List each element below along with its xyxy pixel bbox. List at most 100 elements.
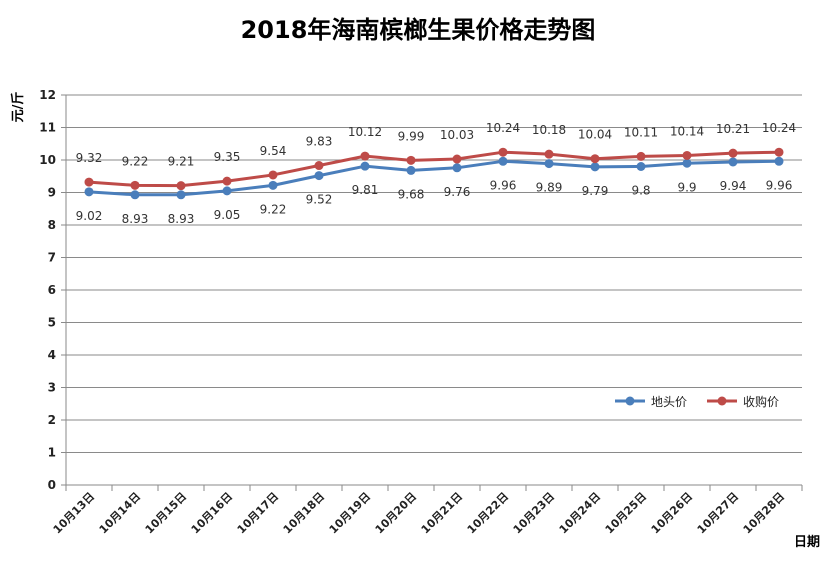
data-label: 10.03 (440, 128, 474, 142)
data-label: 9.99 (398, 129, 425, 143)
data-point (314, 161, 324, 171)
data-point (544, 149, 554, 159)
data-point (268, 170, 278, 180)
legend-marker (717, 396, 727, 406)
data-label: 9.9 (677, 180, 696, 194)
data-label: 9.96 (490, 178, 517, 192)
x-tick-label: 10月17日 (235, 490, 281, 536)
data-label: 10.18 (532, 123, 566, 137)
data-point (682, 150, 692, 160)
legend-marker (625, 396, 635, 406)
x-tick-label: 10月15日 (143, 490, 189, 536)
series-line (87, 150, 781, 188)
x-tick-label: 10月19日 (327, 490, 373, 536)
x-tick-label: 10月18日 (281, 490, 327, 536)
data-point (130, 190, 140, 200)
y-tick-label: 6 (48, 283, 56, 297)
data-point (774, 156, 784, 166)
gridlines (66, 94, 802, 486)
data-point (498, 147, 508, 157)
x-axis-title: 日期 (794, 535, 820, 550)
y-tick-label: 7 (48, 251, 56, 265)
data-label: 10.24 (486, 121, 520, 135)
y-tick-label: 2 (48, 413, 56, 427)
data-label: 9.89 (536, 181, 563, 195)
data-label: 9.35 (214, 150, 241, 164)
y-tick-label: 1 (48, 446, 56, 460)
series-lines (84, 147, 784, 200)
data-label: 10.04 (578, 128, 612, 142)
y-tick-label: 5 (48, 316, 56, 330)
y-tick-label: 3 (48, 381, 56, 395)
data-label: 10.11 (624, 125, 658, 139)
x-tick-label: 10月23日 (511, 490, 557, 536)
data-point (498, 156, 508, 166)
data-label: 9.05 (214, 208, 241, 222)
x-tick-label: 10月21日 (419, 490, 465, 536)
x-tick-label: 10月22日 (465, 490, 511, 536)
x-tick-label: 10月25日 (603, 490, 649, 536)
data-label: 8.93 (122, 212, 149, 226)
data-label: 9.54 (260, 144, 287, 158)
legend: 地头价 收购价 (615, 394, 779, 409)
x-tick-label: 10月24日 (557, 490, 603, 536)
data-label: 9.83 (306, 135, 333, 149)
y-tick-label: 9 (48, 186, 56, 200)
data-label: 9.32 (76, 151, 103, 165)
data-label: 8.93 (168, 212, 195, 226)
x-tick-label: 10月26日 (649, 490, 695, 536)
data-label: 9.8 (631, 184, 650, 198)
x-tick-label: 10月14日 (97, 490, 143, 536)
data-point (452, 163, 462, 173)
data-point (774, 147, 784, 157)
data-point (268, 180, 278, 190)
data-label: 9.81 (352, 183, 379, 197)
data-label: 9.02 (76, 209, 103, 223)
data-label: 9.22 (260, 202, 287, 216)
data-point (452, 154, 462, 164)
data-label: 10.21 (716, 122, 750, 136)
data-point (636, 162, 646, 171)
data-point (590, 162, 600, 172)
data-label: 9.96 (766, 178, 793, 192)
y-tick-label: 8 (48, 218, 56, 232)
y-tick-label: 12 (39, 88, 56, 102)
data-label: 9.22 (122, 154, 149, 168)
data-point (406, 165, 416, 175)
x-tick-label: 10月16日 (189, 490, 235, 536)
data-point (360, 161, 370, 171)
data-point (682, 158, 692, 168)
data-point (176, 190, 186, 200)
data-label: 10.24 (762, 121, 796, 135)
data-point (314, 171, 324, 181)
x-tick-label: 10月20日 (373, 490, 419, 536)
legend-label: 收购价 (743, 394, 779, 409)
series-line (87, 159, 781, 197)
data-label: 10.14 (670, 124, 704, 138)
data-point (130, 180, 140, 190)
y-tick-label: 10 (39, 153, 56, 167)
x-tick-label: 10月28日 (741, 490, 787, 536)
data-label: 10.12 (348, 125, 382, 139)
data-label: 9.79 (582, 184, 609, 198)
data-point (222, 176, 232, 186)
data-label: 9.68 (398, 187, 425, 201)
data-point (222, 186, 232, 196)
data-label: 9.94 (720, 179, 747, 193)
data-point (360, 151, 370, 161)
y-tick-label: 11 (39, 121, 56, 135)
data-point (544, 159, 554, 169)
chart-title: 2018年海南槟榔生果价格走势图 (241, 16, 596, 44)
data-point (84, 177, 94, 187)
data-point (406, 155, 416, 165)
data-point (728, 148, 738, 158)
data-point (84, 187, 94, 197)
data-point (636, 151, 646, 161)
y-tick-label: 0 (48, 478, 56, 492)
data-point (728, 157, 738, 167)
data-label: 9.52 (306, 193, 333, 207)
data-point (590, 154, 600, 164)
data-label: 9.21 (168, 155, 195, 169)
